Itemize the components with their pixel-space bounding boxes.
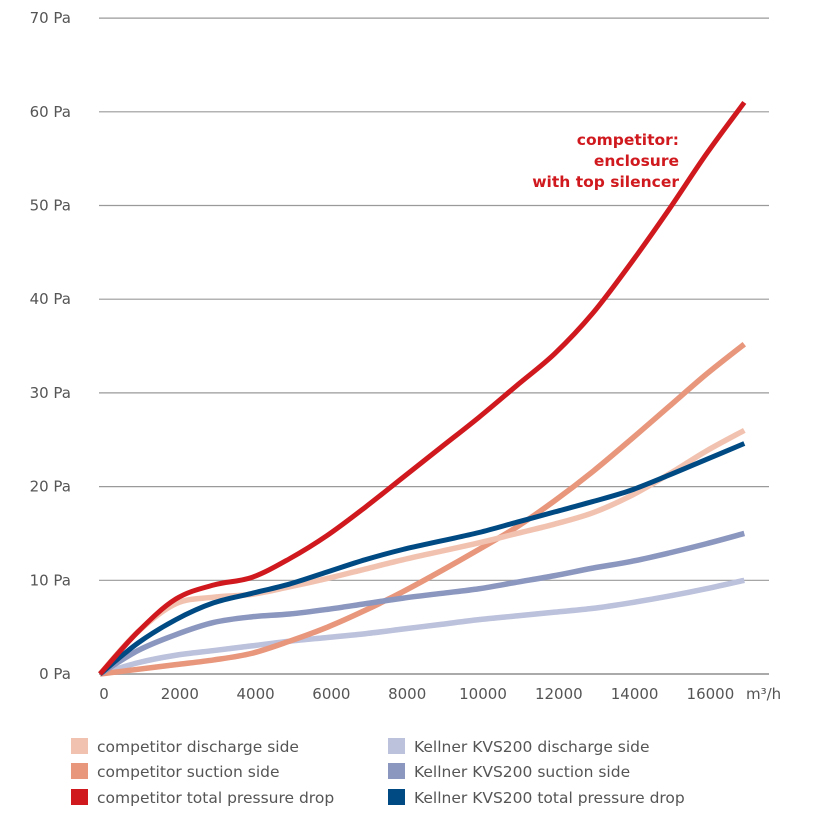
series-line-competitor-suction-side	[99, 342, 747, 677]
legend-label: competitor total pressure drop	[97, 789, 334, 807]
x-tick-label: 16000	[687, 685, 735, 703]
legend-item: Kellner KVS200 suction side	[388, 763, 630, 781]
x-axis-tick-labels: 0 2000 4000 6000 8000 10000 12000 14000 16000	[99, 685, 734, 703]
x-tick-label: 12000	[535, 685, 583, 703]
legend-label: competitor discharge side	[97, 738, 299, 756]
x-tick-label: 10000	[459, 685, 507, 703]
y-tick-label: 30 Pa	[30, 384, 71, 402]
gridlines	[99, 17, 769, 675]
legend-item: competitor discharge side	[71, 738, 299, 756]
legend-label: Kellner KVS200 total pressure drop	[414, 789, 685, 807]
y-tick-label: 0 Pa	[39, 665, 71, 683]
legend-swatch	[71, 789, 88, 805]
x-tick-label: 6000	[312, 685, 350, 703]
y-tick-label: 50 Pa	[30, 197, 71, 215]
series-line-competitor-total-pressure-drop	[98, 100, 747, 676]
series-line-competitor-discharge-side	[97, 427, 746, 676]
series-line-kellner-kvs200-suction-side	[98, 530, 746, 677]
series-line-kellner-kvs200-discharge-side	[99, 577, 745, 677]
y-tick-label: 10 Pa	[30, 571, 71, 589]
legend-item: Kellner KVS200 discharge side	[388, 738, 650, 756]
x-tick-label: 14000	[611, 685, 659, 703]
legend: competitor discharge side competitor suct…	[71, 738, 685, 807]
legend-swatch	[71, 738, 88, 754]
legend-swatch	[388, 738, 405, 754]
y-tick-label: 60 Pa	[30, 103, 71, 121]
series-lines	[97, 100, 747, 677]
x-tick-label: 4000	[237, 685, 275, 703]
legend-swatch	[388, 789, 405, 805]
legend-item: competitor total pressure drop	[71, 789, 334, 807]
x-tick-label: 0	[99, 685, 109, 703]
legend-label: competitor suction side	[97, 763, 280, 781]
legend-label: Kellner KVS200 discharge side	[414, 738, 650, 756]
annotation-line-2: enclosure	[594, 152, 679, 170]
y-tick-label: 70 Pa	[30, 9, 71, 27]
series-line-kellner-kvs200-total-pressure-drop	[98, 441, 746, 676]
annotation-competitor: competitor: enclosure with top silencer	[532, 131, 679, 191]
x-axis-unit-label: m³/h	[746, 685, 781, 703]
legend-label: Kellner KVS200 suction side	[414, 763, 630, 781]
y-tick-label: 40 Pa	[30, 290, 71, 308]
y-tick-label: 20 Pa	[30, 478, 71, 496]
y-axis-tick-labels: 0 Pa 10 Pa 20 Pa 30 Pa 40 Pa 50 Pa 60 Pa 70 Pa	[30, 9, 71, 683]
x-tick-label: 2000	[161, 685, 199, 703]
legend-swatch	[388, 763, 405, 779]
legend-swatch	[71, 763, 88, 779]
annotation-line-3: with top silencer	[532, 173, 679, 191]
legend-item: competitor suction side	[71, 763, 280, 781]
legend-item: Kellner KVS200 total pressure drop	[388, 789, 685, 807]
x-tick-label: 8000	[388, 685, 426, 703]
annotation-line-1: competitor:	[577, 131, 679, 149]
